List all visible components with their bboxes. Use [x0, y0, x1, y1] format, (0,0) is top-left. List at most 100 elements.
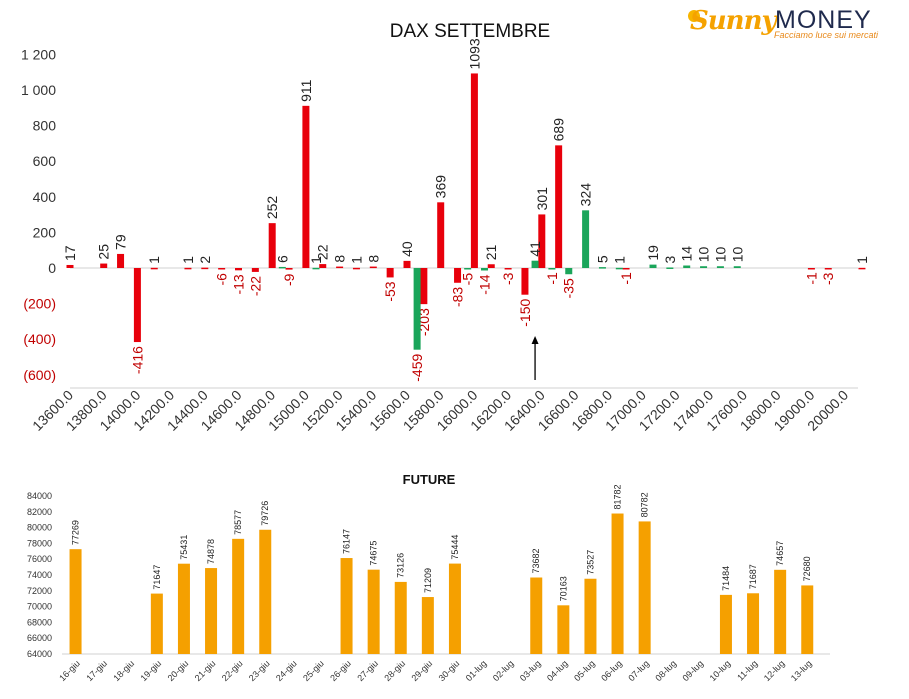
future-x-tick-label: 29-giu [409, 658, 434, 683]
future-data-label: 78577 [233, 510, 243, 535]
bar [150, 267, 158, 270]
future-x-tick-label: 24-giu [274, 658, 299, 683]
bar [487, 264, 495, 268]
data-label: 8 [332, 255, 348, 263]
data-label: -416 [129, 346, 145, 374]
bar [66, 264, 74, 268]
bar [598, 267, 606, 269]
data-label: 17 [62, 245, 78, 261]
data-label: 911 [298, 79, 314, 102]
future-x-tick-label: 08-lug [653, 658, 678, 683]
future-data-label: 71687 [748, 564, 758, 589]
future-data-label: 76147 [342, 529, 352, 554]
bar [504, 268, 512, 270]
bar [555, 145, 563, 268]
future-y-tick-label: 68000 [27, 617, 52, 627]
y-tick-label: (600) [23, 367, 56, 383]
bar [733, 266, 741, 268]
future-bar [205, 568, 218, 654]
bar [666, 267, 674, 269]
chart-title: DAX SETTEMBRE [390, 21, 550, 42]
data-label: 1 [308, 256, 324, 264]
data-label: -1 [618, 272, 634, 285]
bar [235, 268, 242, 271]
future-x-tick-label: 17-giu [84, 658, 109, 683]
future-bar [638, 521, 651, 654]
future-data-label: 77269 [71, 520, 81, 545]
future-x-tick-label: 19-giu [138, 658, 163, 683]
future-data-label: 80782 [640, 492, 650, 517]
data-label: -6 [214, 273, 230, 286]
data-label: 10 [696, 246, 712, 262]
bar [133, 268, 141, 343]
data-label: -459 [409, 353, 425, 381]
future-y-tick-label: 72000 [27, 586, 52, 596]
bar [184, 267, 192, 270]
future-data-label: 79726 [260, 501, 270, 526]
data-label: -1 [803, 272, 819, 285]
brand-logo: Sunny MONEY Facciamo luce sui mercati [688, 6, 890, 42]
bar [285, 268, 293, 270]
bar [369, 266, 377, 269]
future-bar [259, 529, 272, 654]
future-data-label: 73682 [531, 548, 541, 573]
future-x-tick-label: 30-giu [437, 658, 462, 683]
data-label: -9 [281, 273, 297, 286]
y-tick-label: 400 [33, 189, 57, 205]
future-x-tick-label: 23-giu [247, 658, 272, 683]
future-data-label: 73126 [396, 553, 406, 578]
future-x-tick-label: 07-lug [626, 658, 651, 683]
bar [622, 268, 630, 270]
future-bar [340, 558, 353, 654]
future-x-tick-label: 28-giu [382, 658, 407, 683]
future-data-label: 71484 [721, 566, 731, 591]
future-y-tick-label: 76000 [27, 554, 52, 564]
bar [716, 266, 724, 268]
future-x-tick-label: 05-lug [572, 658, 597, 683]
data-label: 369 [433, 175, 449, 199]
future-x-tick-label: 25-giu [301, 658, 326, 683]
future-bar [584, 578, 597, 654]
future-data-label: 74657 [775, 541, 785, 566]
future-x-tick-label: 10-lug [708, 658, 733, 683]
bar [615, 267, 623, 270]
future-x-tick-label: 22-giu [220, 658, 245, 683]
data-label: 8 [365, 255, 381, 263]
bar [824, 268, 832, 270]
y-tick-label: (200) [23, 296, 56, 312]
future-x-tick-label: 18-giu [111, 658, 136, 683]
future-x-tick-label: 21-giu [193, 658, 218, 683]
bar [302, 105, 310, 268]
bar [437, 202, 445, 268]
future-x-tick-label: 09-lug [680, 658, 705, 683]
bar [700, 266, 708, 268]
bar [352, 267, 360, 270]
future-bar [421, 597, 434, 654]
dax-options-chart: DAX SETTEMBRE 1 200 1 000 800 600 400 200 0 (200… [21, 21, 870, 434]
data-label: -13 [231, 274, 247, 294]
future-x-tick-label: 06-lug [599, 658, 624, 683]
future-bar [611, 513, 624, 654]
future-x-tick-label: 01-lug [464, 658, 489, 683]
future-bar [747, 593, 760, 654]
future-bar [719, 594, 732, 654]
bar [807, 268, 815, 270]
bar [420, 268, 428, 305]
future-bar [232, 538, 245, 654]
data-label: 301 [534, 187, 550, 211]
future-bar [177, 563, 190, 654]
data-label: 689 [551, 118, 567, 142]
logo-sunny-text: Sunny [690, 6, 777, 36]
future-bar [448, 563, 461, 654]
y-tick-label: (400) [23, 331, 56, 347]
logo-tagline: Facciamo luce sui mercati [774, 30, 879, 40]
future-data-label: 71647 [152, 565, 162, 590]
future-chart: FUTURE 64000 66000 68000 70000 72000 74000 7600… [27, 472, 830, 683]
data-label: 79 [113, 234, 129, 250]
data-label: 6 [274, 255, 290, 263]
data-label: -150 [517, 298, 533, 326]
future-data-label: 72680 [802, 556, 812, 581]
bar [858, 267, 866, 270]
future-x-tick-label: 16-giu [57, 658, 82, 683]
bar [201, 267, 209, 270]
